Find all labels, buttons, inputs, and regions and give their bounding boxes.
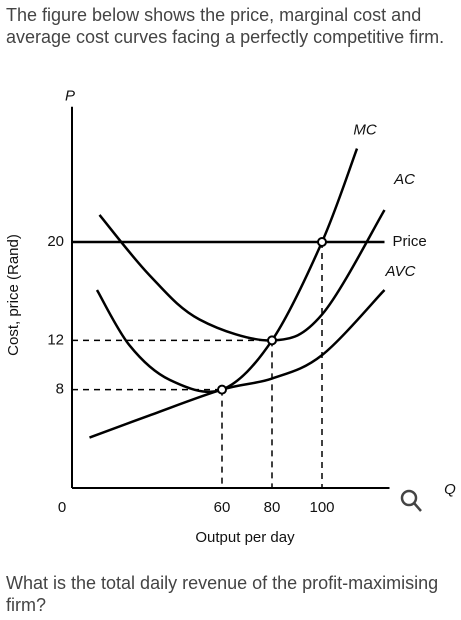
question-prompt: What is the total daily revenue of the p… <box>6 573 439 615</box>
question-intro: The figure below shows the price, margin… <box>6 5 445 47</box>
curve <box>89 289 386 439</box>
curve <box>95 148 359 394</box>
search-icon <box>400 489 422 512</box>
x-tick-label: 0 <box>58 499 66 516</box>
curve-label: Price <box>393 233 427 250</box>
x-tick-label: 100 <box>309 499 334 516</box>
x-tick-label: 80 <box>264 499 281 516</box>
y-tick-label: 12 <box>47 331 64 348</box>
equilibrium-point <box>267 335 277 346</box>
y-tick-label: 20 <box>47 233 64 250</box>
x-axis-symbol: Q <box>444 481 456 498</box>
curve <box>98 209 386 342</box>
y-axis-label: Cost, price (Rand) <box>5 234 22 356</box>
x-axis-label: Output per day <box>195 529 295 546</box>
equilibrium-point <box>217 384 227 395</box>
y-tick-label: 8 <box>56 381 64 398</box>
curve-label: AC <box>393 171 415 188</box>
y-axis-symbol: P <box>65 88 75 105</box>
chart: P Q Output per day Cost, price (Rand) 8 12 20 0… <box>5 88 456 546</box>
curve-label: MC <box>353 121 376 138</box>
equilibrium-point <box>317 237 327 247</box>
curve-label: AVC <box>384 263 415 280</box>
x-tick-label: 60 <box>214 499 231 516</box>
